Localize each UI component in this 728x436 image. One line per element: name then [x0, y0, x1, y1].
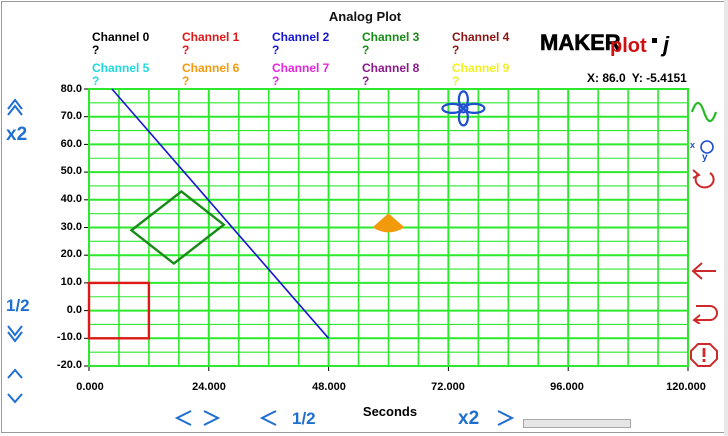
rectangle-shape [87, 281, 151, 340]
channel-0-value: ? [92, 43, 100, 57]
x-scroll-right-button[interactable] [494, 408, 518, 428]
y-tick-label: 80.0 [60, 83, 82, 95]
logo-text-j: j [660, 32, 670, 57]
x-tick-label: 24.000 [192, 381, 226, 393]
x-scroll-left-button[interactable] [256, 408, 280, 428]
svg-text:y: y [702, 152, 708, 162]
sector-shape [372, 213, 405, 233]
target-marker-icon [441, 90, 486, 127]
channel-6-value: ? [182, 74, 190, 88]
channel-5-value: ? [92, 74, 100, 88]
plot-border [88, 88, 689, 367]
target-marker-part [457, 90, 469, 109]
x-scrollbar[interactable] [523, 419, 631, 428]
back-arrow-icon[interactable] [690, 260, 718, 287]
channel-7-label: Channel 7 [272, 61, 330, 75]
channel-7-value: ? [272, 74, 280, 88]
y-tick-label: 30.0 [60, 221, 82, 233]
logo-text-maker: MAKER [540, 30, 621, 55]
stop-icon[interactable] [690, 343, 718, 372]
channel-9-label: Channel 9 [452, 61, 510, 75]
reset-icon[interactable] [690, 168, 718, 197]
channel-4-label: Channel 4 [452, 30, 510, 44]
window-edge [724, 0, 728, 436]
target-marker-part [457, 108, 469, 127]
channel-5-label: Channel 5 [92, 61, 150, 75]
x-tick-label: 72.000 [431, 381, 465, 393]
svg-text:x: x [690, 140, 695, 150]
x-zoom-in-button[interactable]: x2 [458, 408, 480, 429]
channel-2-value: ? [272, 43, 280, 57]
y-scroll-down-button[interactable] [6, 325, 24, 345]
x-axis-label: Seconds [362, 404, 418, 419]
x-tick-label: 48.000 [312, 381, 346, 393]
x-tick-label: 120.000 [666, 381, 706, 393]
logo-text-plot: plot [610, 35, 647, 57]
makerplot-logo: MAKER plot j [540, 30, 670, 57]
y-tick-label: 50.0 [60, 165, 82, 177]
wave-icon[interactable] [690, 100, 718, 129]
channel-4-value: ? [452, 43, 460, 57]
x-pan-button[interactable] [171, 408, 223, 428]
y-tick-label: 0.0 [66, 304, 82, 316]
data-line [111, 88, 330, 339]
channel-3-label: Channel 3 [362, 30, 420, 44]
y-tick-label: 20.0 [60, 248, 82, 260]
y-fit-button[interactable] [6, 367, 24, 405]
target-marker-part [463, 102, 486, 114]
y-zoom-out-button[interactable]: 1/2 [6, 296, 30, 315]
y-zoom-in-button[interactable]: x2 [6, 124, 28, 145]
y-scroll-up-button[interactable] [6, 96, 24, 116]
diamond-shape [129, 189, 226, 266]
x-tick-label: 0.000 [76, 381, 104, 393]
undo-icon[interactable] [690, 302, 718, 329]
y-tick-label: 40.0 [60, 193, 82, 205]
channel-1-label: Channel 1 [182, 30, 240, 44]
cursor-coordinates: X: 86.0 Y: -5.4151 [587, 71, 687, 85]
y-tick-label: -10.0 [56, 331, 82, 343]
y-tick-label: -20.0 [56, 359, 82, 371]
y-tick-label: 70.0 [60, 110, 82, 122]
logo-dot [652, 38, 657, 43]
channel-1-value: ? [182, 43, 190, 57]
x-zoom-out-button[interactable]: 1/2 [292, 409, 316, 428]
channel-8-value: ? [362, 74, 370, 88]
channel-0-label: Channel 0 [92, 30, 150, 44]
target-marker-part [441, 102, 464, 114]
plot-title: Analog Plot [328, 9, 402, 24]
y-tick-label: 60.0 [60, 138, 82, 150]
channel-9-value: ? [452, 74, 460, 88]
x-tick-label: 96.000 [550, 381, 584, 393]
y-tick-label: 10.0 [60, 276, 82, 288]
cursor-x-readout: X: 86.0 [587, 71, 626, 85]
cursor-y-readout: Y: -5.4151 [631, 71, 687, 85]
channel-2-label: Channel 2 [272, 30, 330, 44]
channel-8-label: Channel 8 [362, 61, 420, 75]
target-marker-part [458, 103, 469, 114]
channel-6-label: Channel 6 [182, 61, 240, 75]
channel-3-value: ? [362, 43, 370, 57]
